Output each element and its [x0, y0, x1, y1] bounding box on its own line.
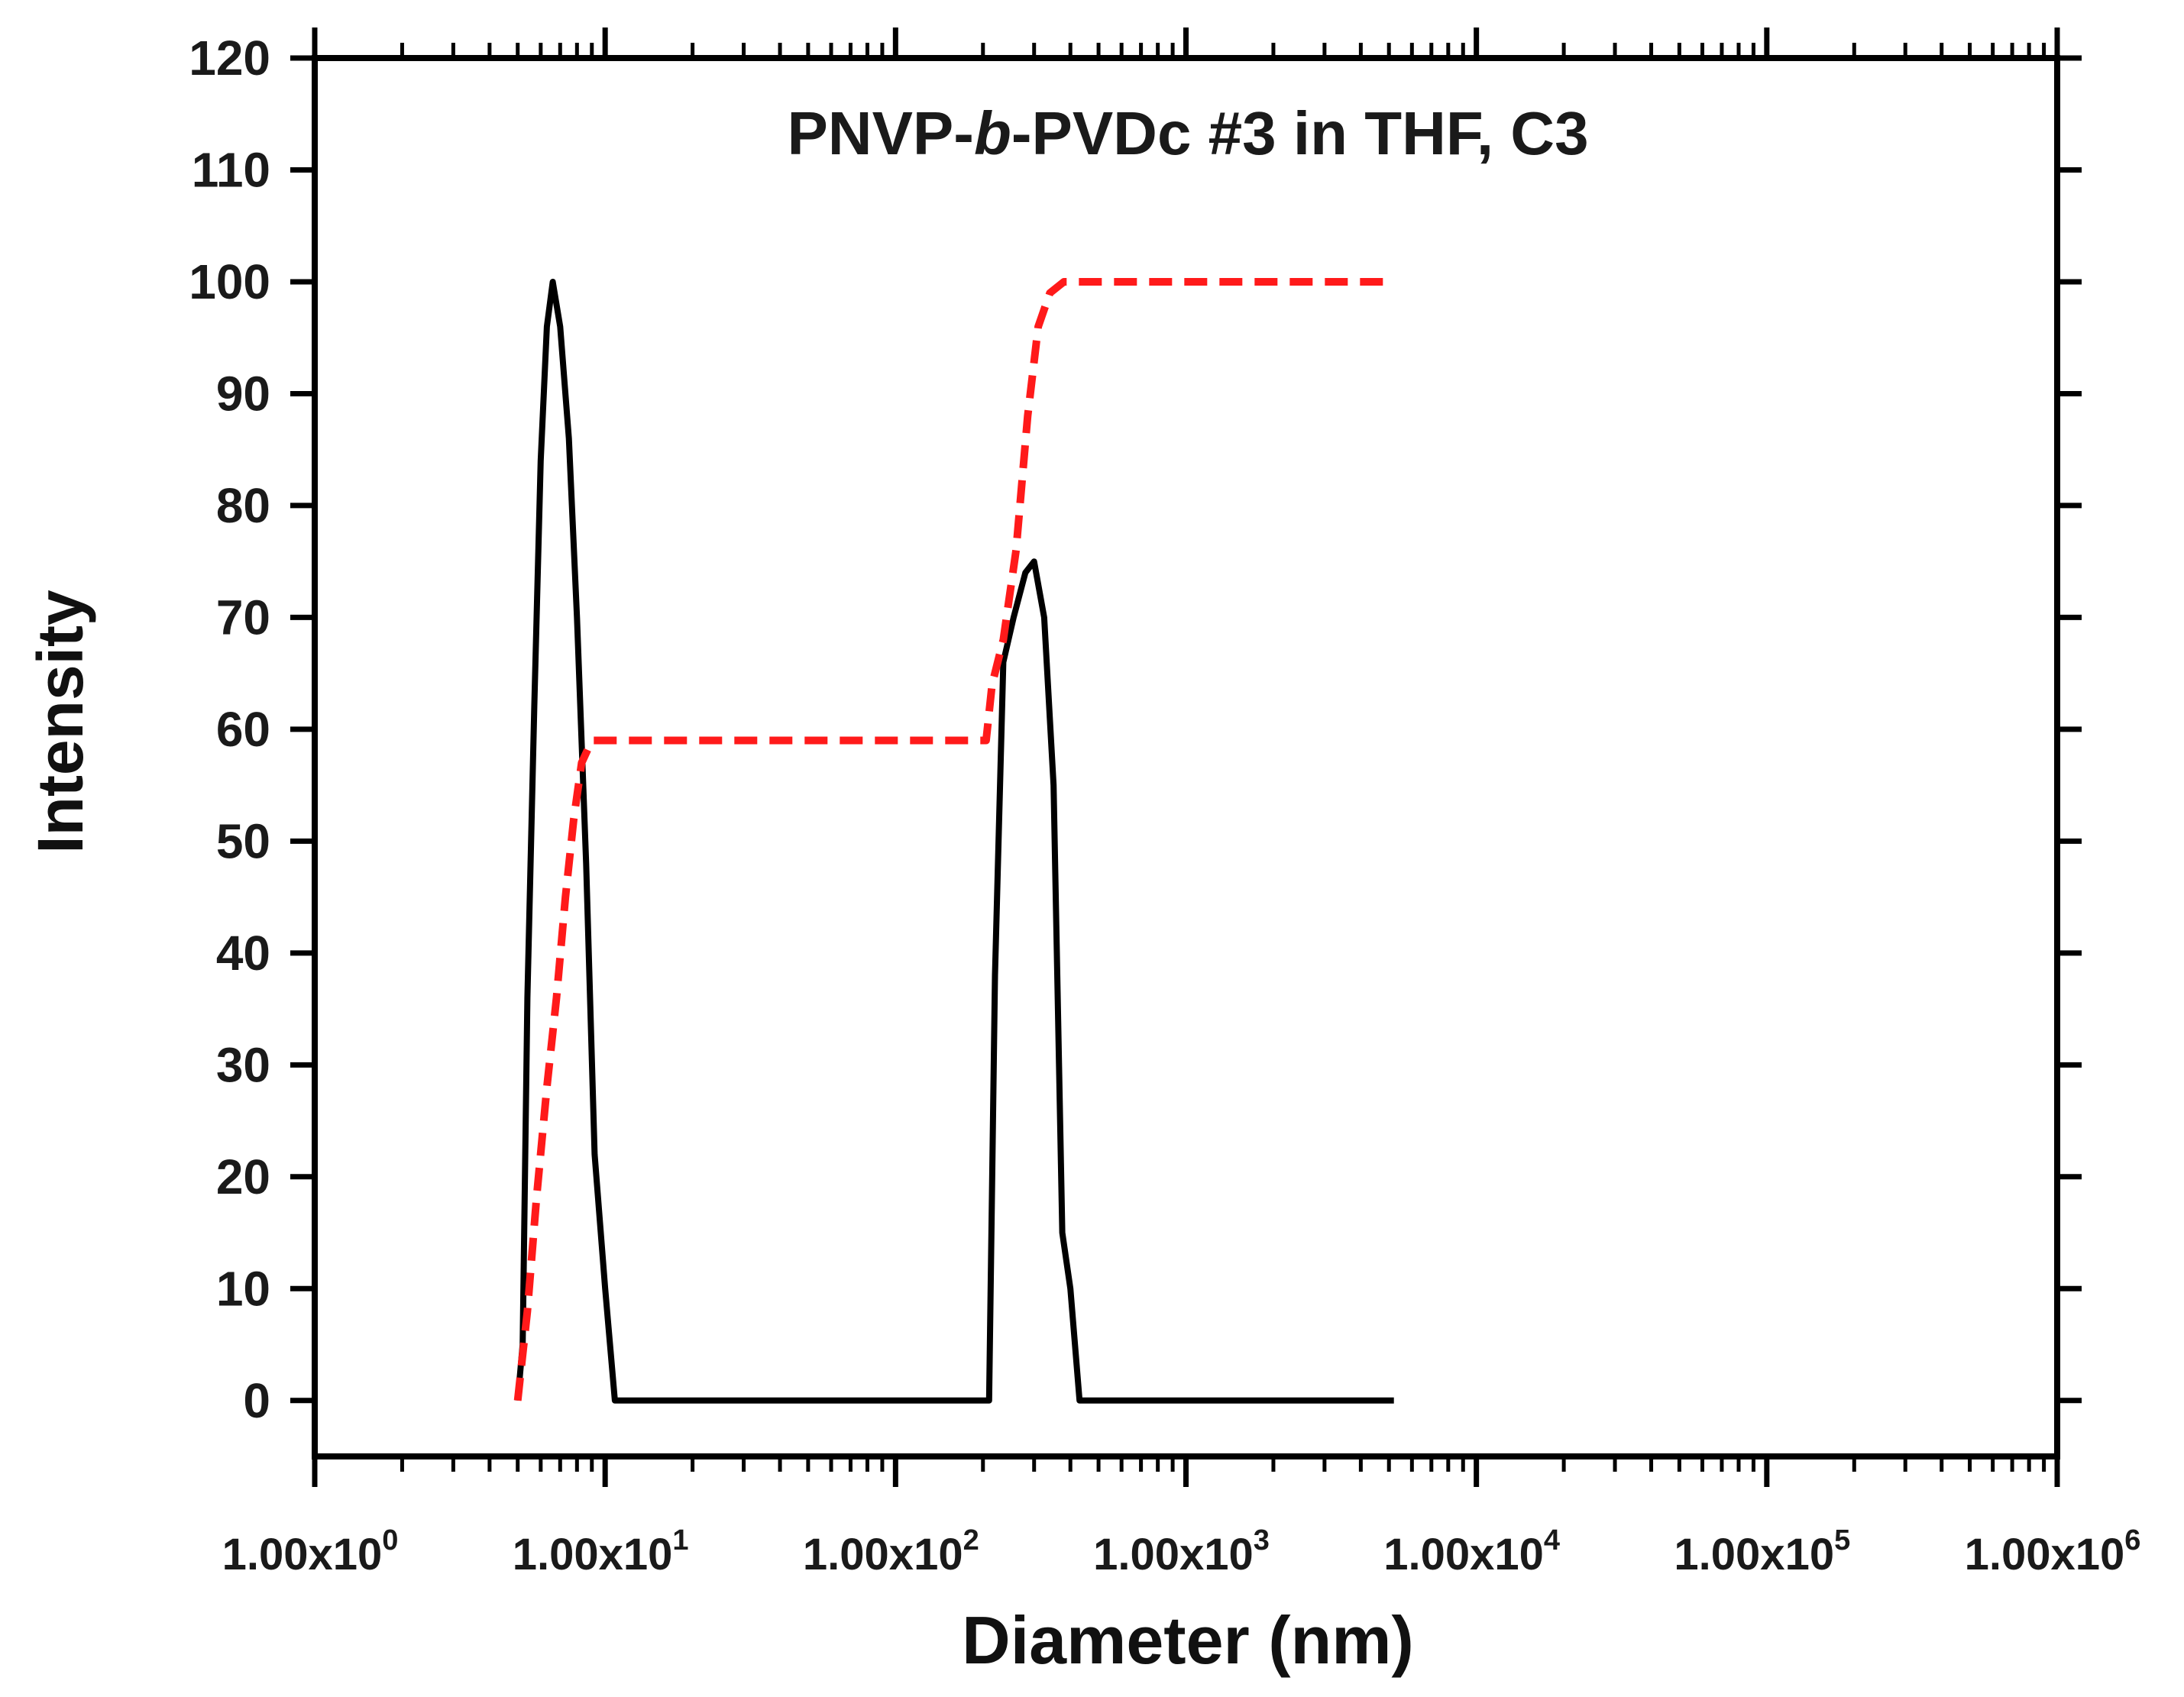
series-line-intensity	[514, 279, 1394, 1404]
x-tick-label: 1.00x105	[1674, 1524, 1850, 1579]
x-tick-label: 1.00x102	[803, 1524, 979, 1579]
y-tick-label: 60	[216, 702, 270, 757]
y-tick-label: 120	[189, 31, 270, 86]
x-tick-label: 1.00x103	[1093, 1524, 1270, 1579]
labels-layer: 0 10 20 30 40 50 60 70 80 90 100 110 120 1.00x100 1.00…	[189, 31, 2140, 1579]
chart-title: PNVP-b-PVDc #3 in THF, C3	[787, 99, 1588, 167]
y-tick-label: 80	[216, 478, 270, 533]
x-tick-label: 1.00x106	[1965, 1524, 2141, 1579]
y-tick-label: 30	[216, 1037, 270, 1092]
x-tick-label: 1.00x101	[513, 1524, 689, 1579]
x-tick-label: 1.00x104	[1383, 1524, 1560, 1579]
y-tick-label: 70	[216, 590, 270, 645]
y-tick-label: 20	[216, 1149, 270, 1204]
ticks-layer	[290, 27, 2082, 1487]
y-tick-label: 90	[216, 366, 270, 421]
y-axis-title: Intensity	[24, 590, 96, 854]
series-layer	[513, 278, 1394, 1404]
y-tick-label: 0	[243, 1373, 270, 1428]
plot-frame	[312, 55, 2060, 1459]
y-tick-label: 50	[216, 813, 270, 868]
y-tick-label: 40	[216, 926, 270, 981]
series-line-cumulative	[513, 278, 1390, 1401]
x-tick-label: 1.00x100	[222, 1524, 399, 1579]
x-axis-title: Diameter (nm)	[962, 1602, 1414, 1678]
y-tick-label: 10	[216, 1261, 270, 1316]
y-tick-label: 100	[189, 254, 270, 309]
y-tick-label: 110	[192, 142, 270, 197]
